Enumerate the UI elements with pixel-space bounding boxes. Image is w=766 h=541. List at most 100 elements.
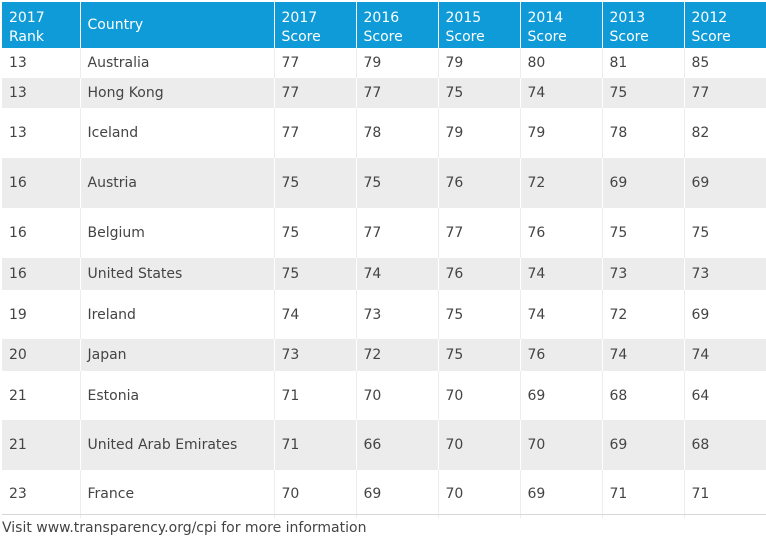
rank-cell: 13 (2, 108, 80, 158)
table-header: 2017 Rank Country 2017 Score 2016 Score 201… (2, 2, 766, 48)
score-cell: 75 (355, 158, 438, 208)
score-cell: 77 (683, 78, 766, 108)
score-cell: 74 (273, 290, 356, 339)
score-cell: 70 (355, 371, 438, 420)
country-cell: Japan (79, 339, 274, 371)
score-cell: 75 (437, 339, 520, 371)
score-cell: 75 (437, 78, 520, 108)
table-row: 23 France 70 69 70 69 71 71 (2, 470, 766, 518)
country-cell: United States (79, 258, 274, 290)
score-cell: 70 (519, 420, 602, 470)
score-cell: 74 (355, 258, 438, 290)
table-row: 20 Japan 73 72 75 76 74 74 (2, 339, 766, 371)
score-cell: 76 (519, 339, 602, 371)
header-score-2013: 2013 Score (601, 2, 684, 48)
country-cell: Austria (79, 158, 274, 208)
score-cell: 77 (437, 208, 520, 258)
cpi-table: 2017 Rank Country 2017 Score 2016 Score 201… (2, 2, 766, 518)
header-score-2015: 2015 Score (437, 2, 520, 48)
score-cell: 69 (519, 371, 602, 420)
score-cell: 68 (601, 371, 684, 420)
score-cell: 71 (273, 420, 356, 470)
score-cell: 79 (519, 108, 602, 158)
header-rank: 2017 Rank (2, 2, 80, 48)
score-cell: 71 (683, 470, 766, 518)
rank-cell: 16 (2, 158, 80, 208)
score-cell: 80 (519, 48, 602, 78)
score-cell: 68 (683, 420, 766, 470)
rank-cell: 20 (2, 339, 80, 371)
score-cell: 75 (601, 78, 684, 108)
header-country: Country (79, 2, 274, 48)
rank-cell: 13 (2, 78, 80, 108)
table-row: 16 Austria 75 75 76 72 69 69 (2, 158, 766, 208)
score-cell: 70 (437, 420, 520, 470)
header-score-2012: 2012 Score (683, 2, 766, 48)
score-cell: 71 (601, 470, 684, 518)
table-row: 13 Iceland 77 78 79 79 78 82 (2, 108, 766, 158)
score-cell: 75 (601, 208, 684, 258)
score-cell: 75 (273, 258, 356, 290)
rank-cell: 21 (2, 420, 80, 470)
score-cell: 73 (683, 258, 766, 290)
rank-cell: 21 (2, 371, 80, 420)
score-cell: 77 (273, 108, 356, 158)
score-cell: 78 (601, 108, 684, 158)
score-cell: 74 (519, 290, 602, 339)
score-cell: 69 (601, 420, 684, 470)
score-cell: 75 (437, 290, 520, 339)
country-cell: Belgium (79, 208, 274, 258)
country-cell: Iceland (79, 108, 274, 158)
score-cell: 77 (355, 208, 438, 258)
score-cell: 70 (437, 470, 520, 518)
score-cell: 73 (355, 290, 438, 339)
score-cell: 73 (601, 258, 684, 290)
rank-cell: 16 (2, 258, 80, 290)
score-cell: 77 (273, 48, 356, 78)
country-cell: Australia (79, 48, 274, 78)
country-cell: Hong Kong (79, 78, 274, 108)
score-cell: 77 (355, 78, 438, 108)
country-cell: United Arab Emirates (79, 420, 274, 470)
rank-cell: 13 (2, 48, 80, 78)
score-cell: 75 (683, 208, 766, 258)
score-cell: 79 (437, 48, 520, 78)
score-cell: 74 (601, 339, 684, 371)
country-cell: Estonia (79, 371, 274, 420)
score-cell: 70 (437, 371, 520, 420)
score-cell: 79 (437, 108, 520, 158)
table-row: 13 Hong Kong 77 77 75 74 75 77 (2, 78, 766, 108)
score-cell: 75 (273, 158, 356, 208)
score-cell: 69 (355, 470, 438, 518)
rank-cell: 19 (2, 290, 80, 339)
score-cell: 76 (519, 208, 602, 258)
rank-cell: 16 (2, 208, 80, 258)
table-row: 13 Australia 77 79 79 80 81 85 (2, 48, 766, 78)
score-cell: 76 (437, 258, 520, 290)
table-body: 13 Australia 77 79 79 80 81 85 13 Hong K… (2, 48, 766, 518)
table-row: 21 Estonia 71 70 70 69 68 64 (2, 371, 766, 420)
score-cell: 79 (355, 48, 438, 78)
score-cell: 76 (437, 158, 520, 208)
score-cell: 64 (683, 371, 766, 420)
footer-note: Visit www.transparency.org/cpi for more … (2, 514, 766, 536)
score-cell: 69 (601, 158, 684, 208)
header-score-2017: 2017 Score (273, 2, 356, 48)
country-cell: Ireland (79, 290, 274, 339)
score-cell: 66 (355, 420, 438, 470)
header-score-2016: 2016 Score (355, 2, 438, 48)
table-row: 16 United States 75 74 76 74 73 73 (2, 258, 766, 290)
header-row: 2017 Rank Country 2017 Score 2016 Score 201… (2, 2, 766, 48)
score-cell: 73 (273, 339, 356, 371)
score-cell: 70 (273, 470, 356, 518)
table-row: 16 Belgium 75 77 77 76 75 75 (2, 208, 766, 258)
header-score-2014: 2014 Score (519, 2, 602, 48)
score-cell: 72 (355, 339, 438, 371)
score-cell: 69 (683, 158, 766, 208)
score-cell: 81 (601, 48, 684, 78)
score-cell: 74 (519, 78, 602, 108)
score-cell: 78 (355, 108, 438, 158)
score-cell: 72 (519, 158, 602, 208)
score-cell: 69 (683, 290, 766, 339)
table-row: 19 Ireland 74 73 75 74 72 69 (2, 290, 766, 339)
